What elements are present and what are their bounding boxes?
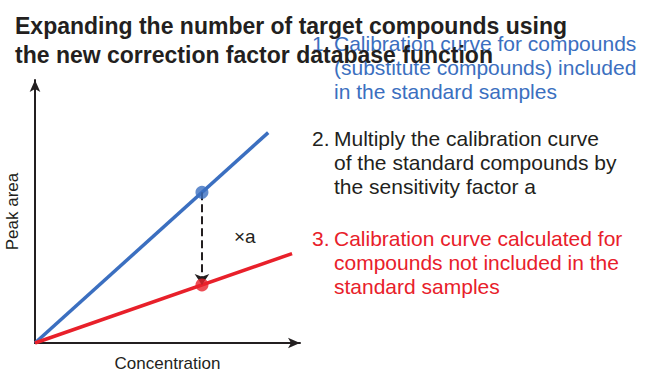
svg-text:×a: ×a	[234, 226, 256, 247]
svg-text:standard samples: standard samples	[334, 275, 500, 298]
svg-text:the new correction factor data: the new correction factor database funct…	[15, 42, 493, 68]
svg-text:3.: 3.	[312, 227, 330, 250]
svg-text:Concentration: Concentration	[115, 354, 221, 373]
svg-text:in the standard samples: in the standard samples	[334, 80, 557, 103]
svg-text:compounds not included in the: compounds not included in the	[334, 251, 619, 274]
svg-text:of the standard compounds by: of the standard compounds by	[334, 151, 617, 174]
svg-text:Calibration curve calculated f: Calibration curve calculated for	[334, 227, 622, 250]
svg-text:Peak area: Peak area	[3, 172, 22, 250]
svg-text:Expanding the number of target: Expanding the number of target compounds…	[15, 13, 567, 39]
svg-text:Multiply the calibration curve: Multiply the calibration curve	[334, 127, 599, 150]
svg-text:2.: 2.	[312, 127, 330, 150]
svg-text:the sensitivity factor a: the sensitivity factor a	[334, 175, 536, 198]
